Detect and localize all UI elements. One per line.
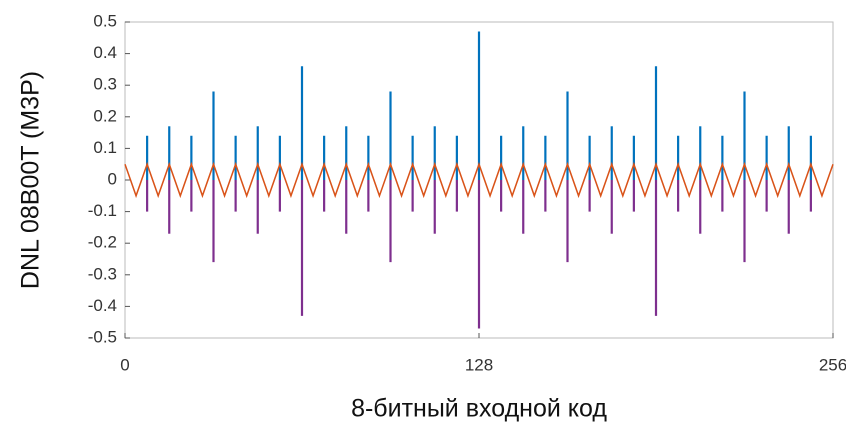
y-tick-label: 0.5 — [93, 11, 117, 30]
y-tick-label: -0.5 — [88, 327, 117, 346]
y-tick-label: 0 — [108, 169, 117, 188]
y-tick-label: 0.3 — [93, 75, 117, 94]
x-tick-label: 256 — [819, 355, 846, 374]
x-axis-label: 8-битный входной код — [351, 395, 607, 423]
x-tick-label: 0 — [120, 355, 129, 374]
noise-line — [124, 161, 834, 199]
y-tick-label: -0.2 — [88, 233, 117, 252]
y-tick-label: 0.2 — [93, 106, 117, 125]
y-tick-label: -0.3 — [88, 264, 117, 283]
x-tick-label: 128 — [465, 355, 493, 374]
y-axis-label: DNL 08B00T (M3P) — [17, 71, 45, 289]
y-tick-label: -0.1 — [88, 201, 117, 220]
y-tick-label: 0.1 — [93, 138, 117, 157]
y-tick-label: 0.4 — [93, 43, 117, 62]
y-tick-label: -0.4 — [88, 296, 117, 315]
